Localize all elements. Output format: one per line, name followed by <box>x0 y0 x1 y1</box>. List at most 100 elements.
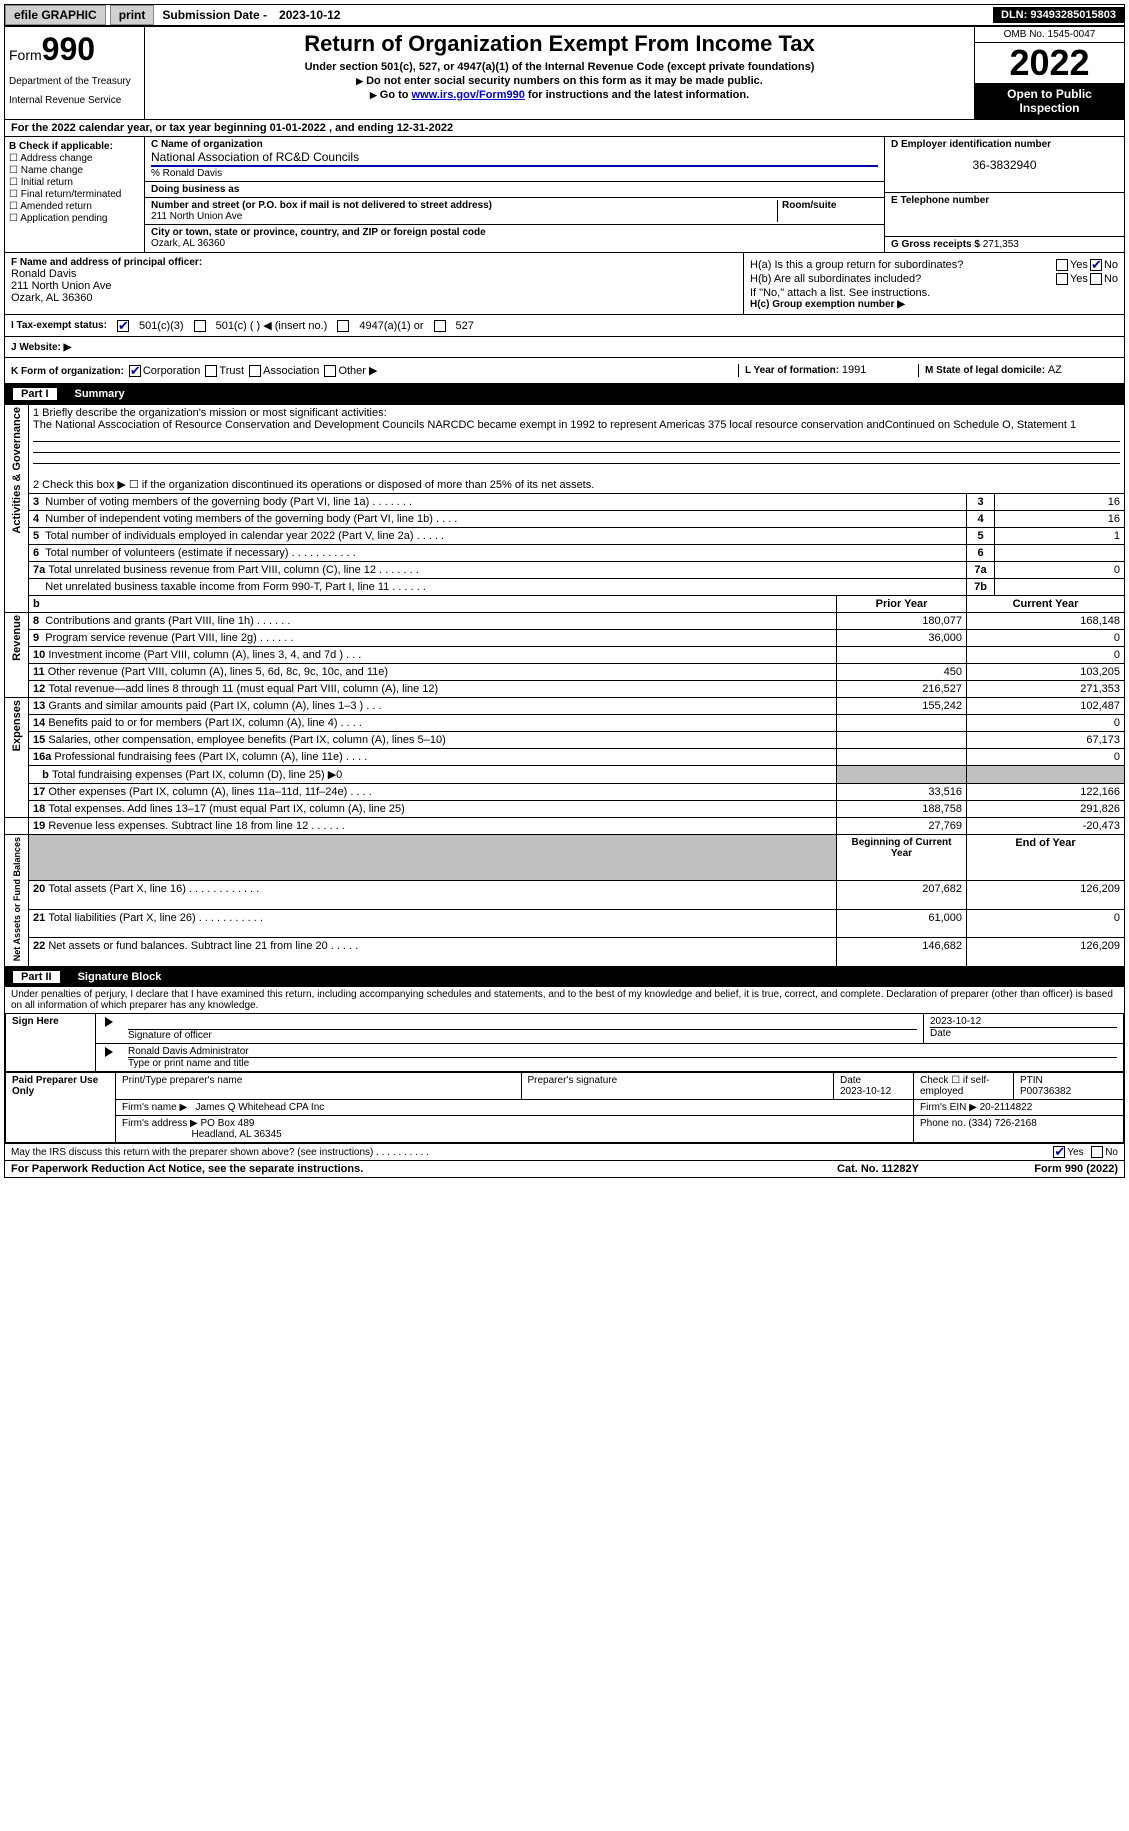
row-12: 12 Total revenue—add lines 8 through 11 … <box>5 681 1125 698</box>
row-19: 19 Revenue less expenses. Subtract line … <box>5 818 1125 835</box>
pp-sig-label: Preparer's signature <box>528 1075 828 1086</box>
net-blank <box>29 835 837 881</box>
sign-row-1: Sign Here Signature of officer 2023-10-1… <box>6 1014 1124 1044</box>
penalty-text: Under penalties of perjury, I declare th… <box>5 987 1124 1013</box>
sig-date-value: 2023-10-12 <box>930 1016 1117 1028</box>
l12-cy: 271,353 <box>967 681 1125 698</box>
phone-value: (334) 726-2168 <box>968 1118 1036 1129</box>
row-k: K Form of organization: Corporation Trus… <box>4 358 1125 384</box>
pp-date-label: Date <box>840 1075 907 1086</box>
chk-final[interactable]: ☐ Final return/terminated <box>9 189 140 200</box>
row-16b: b Total fundraising expenses (Part IX, c… <box>5 766 1125 784</box>
row-13: Expenses13 Grants and similar amounts pa… <box>5 698 1125 715</box>
sig-date-label: Date <box>930 1028 1117 1039</box>
efile-button[interactable]: efile GRAPHIC <box>5 5 106 25</box>
irs-label: Internal Revenue Service <box>9 95 140 106</box>
row-14: 14 Benefits paid to or for members (Part… <box>5 715 1125 732</box>
chk-501c[interactable] <box>194 320 206 332</box>
l15-cy: 67,173 <box>967 732 1125 749</box>
ein-label: D Employer identification number <box>891 139 1118 150</box>
row-3: 3 Number of voting members of the govern… <box>5 494 1125 511</box>
l12-py: 216,527 <box>837 681 967 698</box>
discuss-row: May the IRS discuss this return with the… <box>5 1143 1124 1160</box>
chk-4947[interactable] <box>337 320 349 332</box>
dept-treasury: Department of the Treasury <box>9 76 140 87</box>
hb-yes[interactable] <box>1056 273 1068 285</box>
side-blank <box>5 818 29 835</box>
l2-cell: 2 Check this box ▶ ☐ if the organization… <box>29 476 1125 494</box>
l7a-desc: 7a Total unrelated business revenue from… <box>29 562 967 579</box>
chk-name-change[interactable]: ☐ Name change <box>9 165 140 176</box>
opt-other: Other ▶ <box>338 365 377 377</box>
l19-py: 27,769 <box>837 818 967 835</box>
l5-box: 5 <box>967 528 995 545</box>
ptin-value: P00736382 <box>1020 1086 1117 1097</box>
omb-number: OMB No. 1545-0047 <box>975 27 1124 43</box>
irs-link[interactable]: www.irs.gov/Form990 <box>412 89 525 101</box>
row-15: 15 Salaries, other compensation, employe… <box>5 732 1125 749</box>
side-netassets-text: Net Assets or Fund Balances <box>12 837 22 961</box>
org-name-label: C Name of organization <box>151 139 878 150</box>
room-label: Room/suite <box>782 200 878 211</box>
instruction-link-row: Go to www.irs.gov/Form990 for instructio… <box>149 89 970 101</box>
section-fh: F Name and address of principal officer:… <box>4 253 1125 315</box>
row-18: 18 Total expenses. Add lines 13–17 (must… <box>5 801 1125 818</box>
header-right: OMB No. 1545-0047 2022 Open to Public In… <box>974 27 1124 119</box>
pp-name-label: Print/Type preparer's name <box>122 1075 515 1086</box>
dba-label: Doing business as <box>151 184 878 195</box>
sign-here-label: Sign Here <box>6 1014 96 1072</box>
arrow-icon <box>105 1017 113 1027</box>
yes-3: Yes <box>1067 1147 1083 1158</box>
l10-cy: 0 <box>967 647 1125 664</box>
sign-here-table: Sign Here Signature of officer 2023-10-1… <box>5 1013 1124 1072</box>
ha-yes[interactable] <box>1056 259 1068 271</box>
opt-527: 527 <box>456 320 474 332</box>
footer-left: For Paperwork Reduction Act Notice, see … <box>11 1163 798 1175</box>
row-net-header: Net Assets or Fund BalancesBeginning of … <box>5 835 1125 881</box>
b-blank: b <box>29 596 837 613</box>
part-2-num: Part II <box>13 971 60 983</box>
chk-initial[interactable]: ☐ Initial return <box>9 177 140 188</box>
firm-ein-label: Firm's EIN ▶ <box>920 1102 977 1113</box>
part-1-bar: Part I Summary <box>4 384 1125 404</box>
l21-cy: 0 <box>967 909 1125 938</box>
chk-amended[interactable]: ☐ Amended return <box>9 201 140 212</box>
discuss-yes[interactable] <box>1053 1146 1065 1158</box>
l4-box: 4 <box>967 511 995 528</box>
l9-desc: 9 Program service revenue (Part VIII, li… <box>29 630 837 647</box>
chk-pending[interactable]: ☐ Application pending <box>9 213 140 224</box>
l7a-box: 7a <box>967 562 995 579</box>
opt-name: Name change <box>21 165 83 176</box>
row-8: Revenue8 Contributions and grants (Part … <box>5 613 1125 630</box>
pp-name-cell: Print/Type preparer's name <box>116 1073 522 1100</box>
l-year: L Year of formation: 1991 <box>738 364 918 377</box>
l10-py <box>837 647 967 664</box>
print-button[interactable]: print <box>110 5 155 25</box>
form-subtitle: Under section 501(c), 527, or 4947(a)(1)… <box>149 61 970 73</box>
submission-date-label: Submission Date - <box>158 8 271 22</box>
box-h: H(a) Is this a group return for subordin… <box>744 253 1124 314</box>
tax-year: 2022 <box>975 43 1124 83</box>
gross-label: G Gross receipts $ <box>891 239 980 250</box>
chk-527[interactable] <box>434 320 446 332</box>
row-7b: Net unrelated business taxable income fr… <box>5 579 1125 596</box>
hb-no[interactable] <box>1090 273 1102 285</box>
footer: For Paperwork Reduction Act Notice, see … <box>4 1161 1125 1178</box>
chk-address-change[interactable]: ☐ Address change <box>9 153 140 164</box>
chk-assoc[interactable] <box>249 365 261 377</box>
street-value: 211 North Union Ave <box>151 211 773 222</box>
box-c: C Name of organization National Associat… <box>145 137 884 252</box>
l20-py: 207,682 <box>837 880 967 909</box>
row-4: 4 Number of independent voting members o… <box>5 511 1125 528</box>
goto-suffix: for instructions and the latest informat… <box>525 89 749 101</box>
opt-501c: 501(c) ( ) ◀ (insert no.) <box>216 319 328 332</box>
chk-501c3[interactable] <box>117 320 129 332</box>
period-begin: 01-01-2022 <box>270 122 326 134</box>
chk-corp[interactable] <box>129 365 141 377</box>
chk-trust[interactable] <box>205 365 217 377</box>
discuss-no[interactable] <box>1091 1146 1103 1158</box>
firm-name-value: James Q Whitehead CPA Inc <box>196 1102 325 1113</box>
yes-2: Yes <box>1070 273 1088 285</box>
ha-no[interactable] <box>1090 259 1102 271</box>
chk-other[interactable] <box>324 365 336 377</box>
